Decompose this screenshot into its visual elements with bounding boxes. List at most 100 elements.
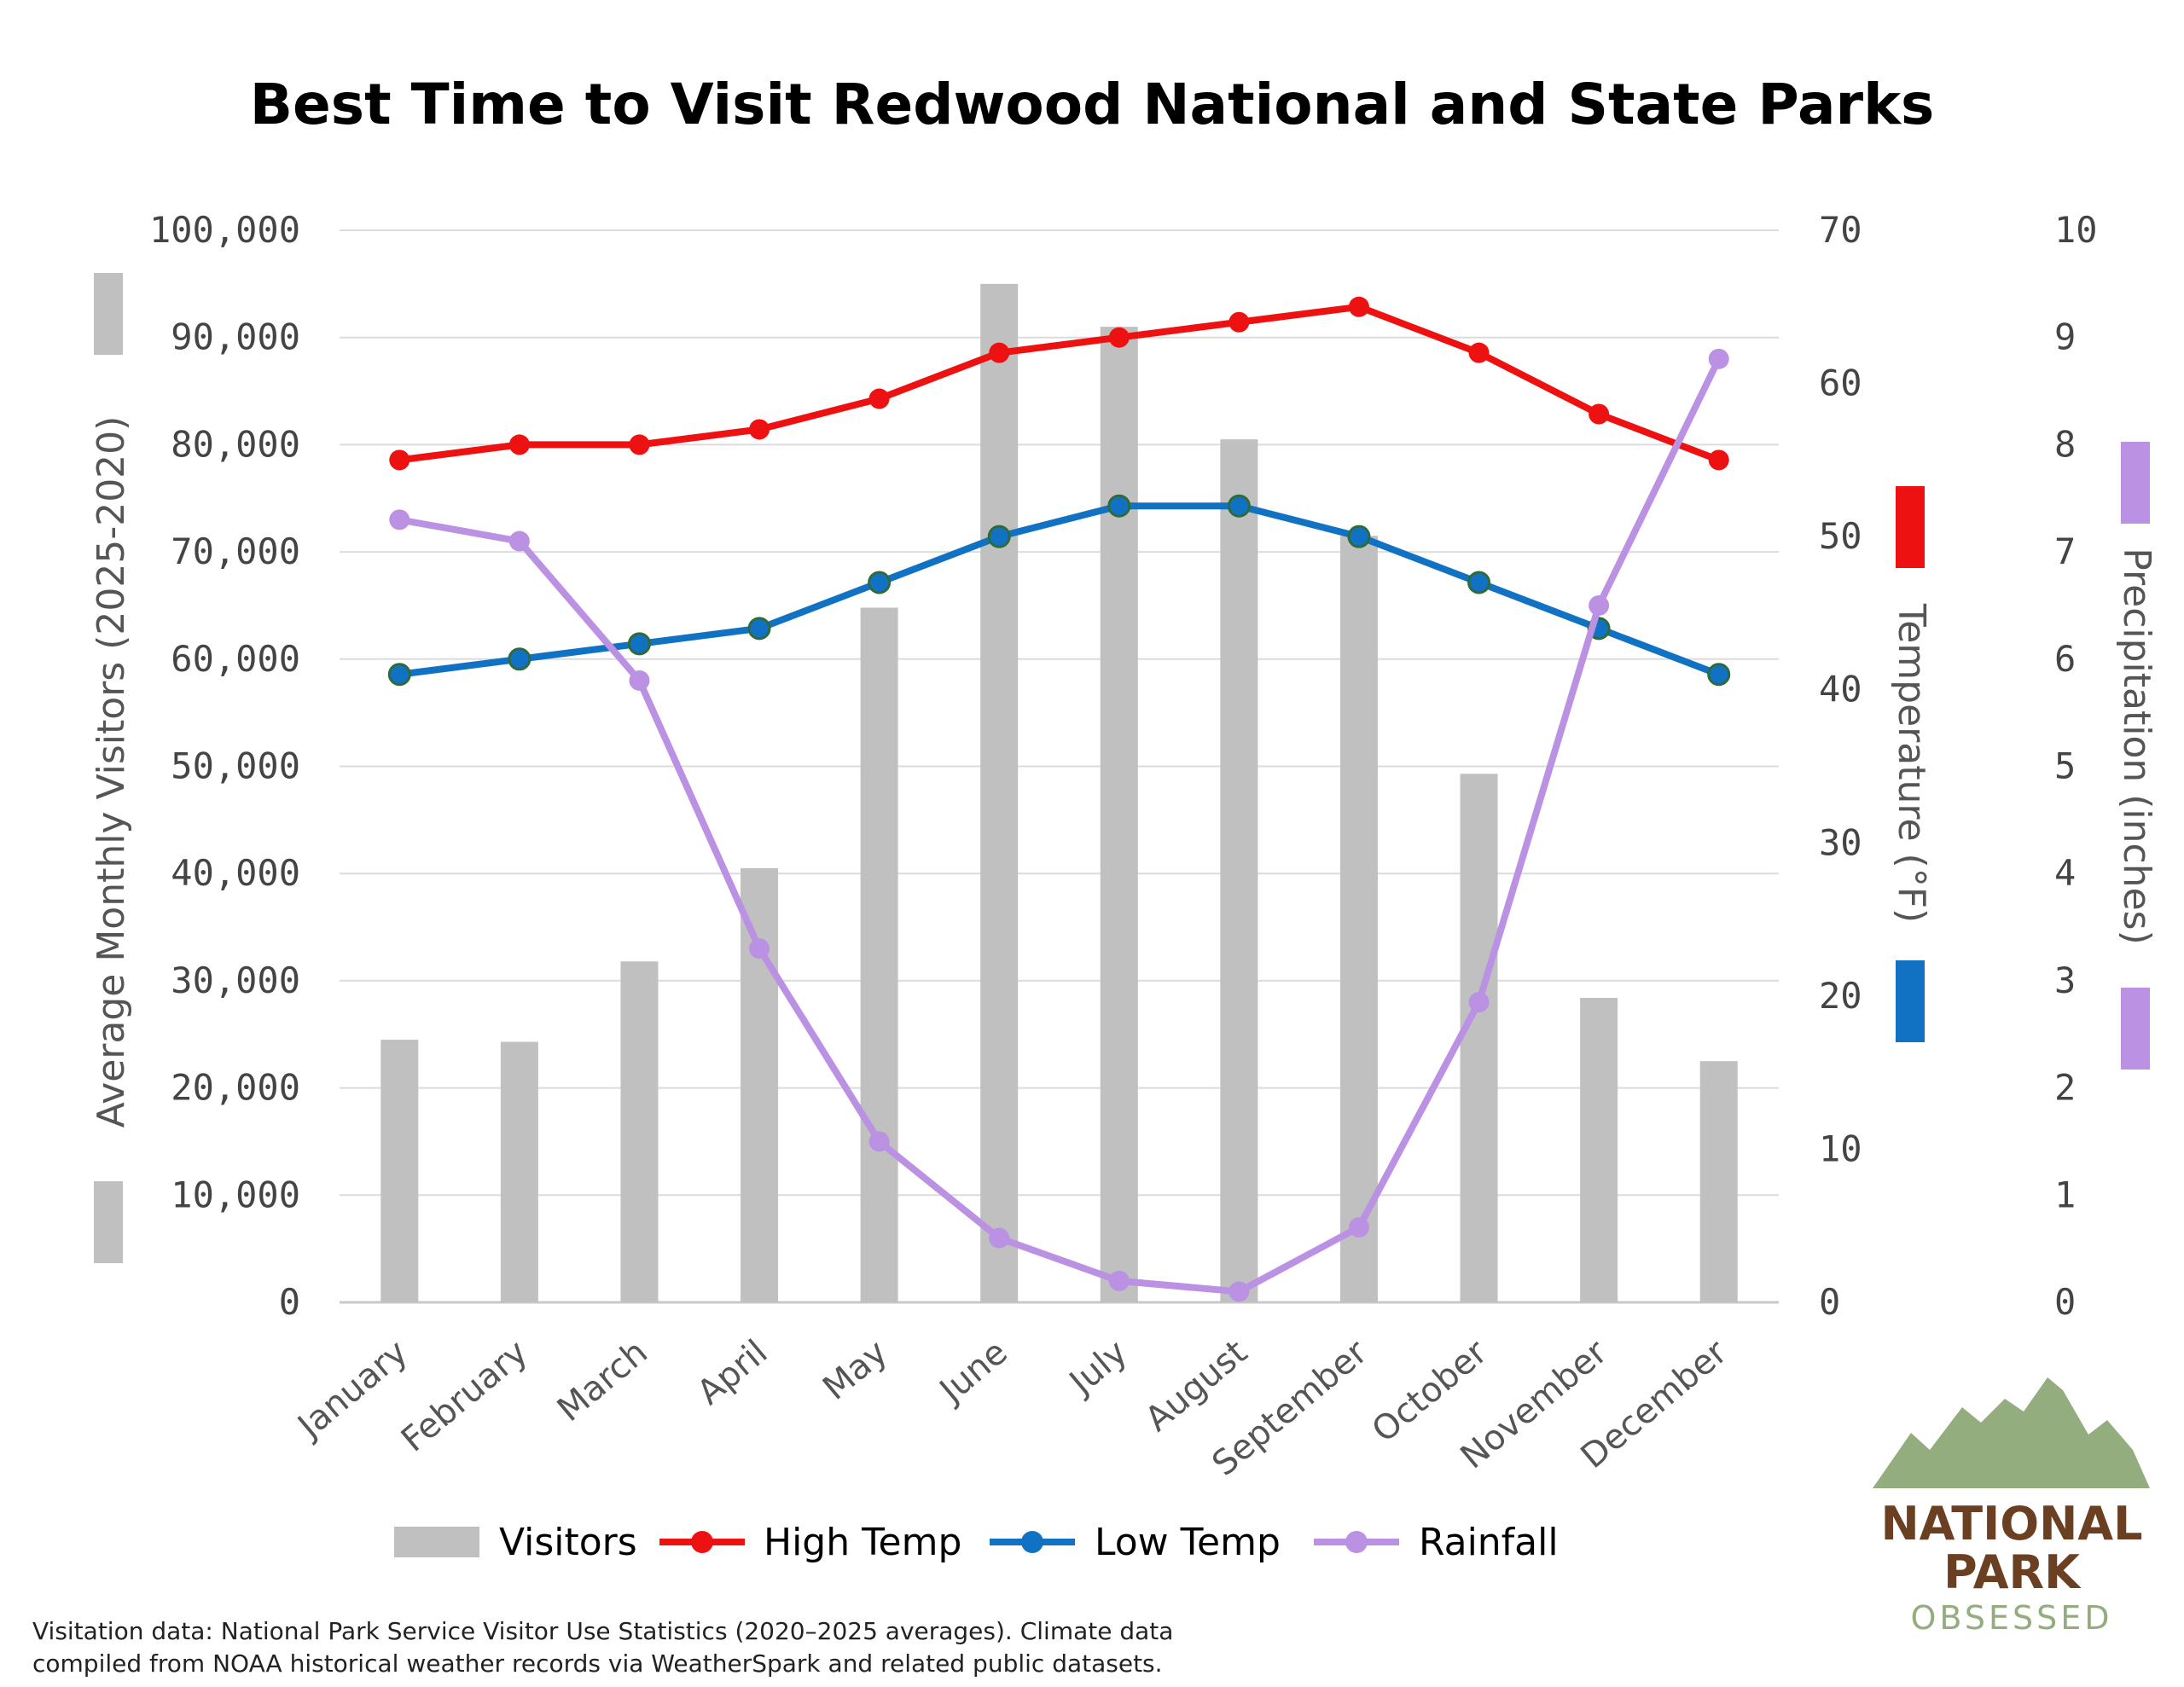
bar-visitors: [1100, 327, 1138, 1302]
legend-label-visitors: Visitors: [499, 1521, 637, 1564]
point-rainfall: [1708, 348, 1729, 369]
bar-visitors: [860, 607, 898, 1302]
left-axis-title: Average Monthly Visitors (2025-2020): [90, 416, 133, 1128]
x-tick-label: August: [1138, 1332, 1255, 1439]
chart-title: Best Time to Visit Redwood National and …: [250, 72, 1935, 137]
legend-swatch-visitors: [394, 1527, 479, 1557]
temperature-tick-label: 40: [1819, 669, 1862, 710]
left-axis-ticks: 0 10,000 20,000 30,000 40,000 50,000 60,000 70,…: [149, 209, 300, 1323]
line-high-temp: [398, 303, 1721, 464]
x-tick-label: March: [550, 1332, 655, 1429]
national-park-obsessed-logo: NATIONAL PARK OBSESSED: [1873, 1377, 2150, 1637]
left-tick-label: 90,000: [171, 316, 300, 358]
x-tick-label: April: [690, 1332, 775, 1412]
point-rainfall: [1589, 594, 1610, 616]
point-high-temp: [1348, 296, 1369, 317]
precipitation-tick-label: 5: [2054, 745, 2076, 787]
temperature-tick-label: 50: [1819, 515, 1862, 557]
temperature-tick-label: 70: [1819, 209, 1862, 251]
bar-visitors: [620, 961, 659, 1302]
point-rainfall: [1228, 1281, 1250, 1302]
temperature-axis-title: Temperature (°F): [1890, 603, 1933, 923]
temperature-axis-key-low: [1896, 960, 1925, 1042]
temperature-tick-label: 30: [1819, 821, 1862, 863]
left-tick-label: 60,000: [171, 638, 300, 680]
precipitation-axis-key-bottom: [2121, 988, 2150, 1070]
precipitation-tick-label: 3: [2054, 959, 2076, 1001]
logo-line-obsessed: OBSESSED: [1911, 1599, 2113, 1637]
point-rainfall: [1108, 1270, 1130, 1291]
point-low-temp: [868, 571, 892, 594]
bar-visitors: [1580, 998, 1618, 1302]
line-rainfall: [398, 357, 1722, 1296]
point-high-temp: [389, 449, 410, 471]
footnote-line-2: compiled from NOAA historical weather re…: [32, 1649, 1163, 1678]
point-rainfall: [629, 670, 650, 691]
temperature-tick-label: 60: [1819, 362, 1862, 404]
x-tick-label: May: [816, 1332, 895, 1407]
precipitation-tick-label: 9: [2054, 316, 2076, 358]
point-low-temp: [1107, 494, 1131, 518]
left-tick-label: 70,000: [171, 530, 300, 572]
point-low-temp: [987, 525, 1011, 548]
precipitation-tick-label: 8: [2054, 423, 2076, 465]
x-tick-label: June: [931, 1332, 1015, 1412]
point-low-temp: [1467, 571, 1491, 594]
precipitation-tick-label: 6: [2054, 638, 2076, 680]
point-high-temp: [1108, 327, 1130, 348]
precipitation-tick-label: 2: [2054, 1067, 2076, 1109]
point-low-temp: [1347, 525, 1371, 548]
bar-visitors: [1699, 1061, 1738, 1302]
point-high-temp: [868, 388, 890, 409]
point-high-temp: [629, 434, 650, 455]
temperature-axis-key-high: [1896, 486, 1925, 568]
precipitation-tick-label: 10: [2054, 209, 2098, 251]
visitor-bars: [380, 283, 1738, 1303]
point-high-temp: [508, 434, 530, 455]
point-low-temp: [387, 663, 411, 687]
left-tick-label: 10,000: [171, 1174, 300, 1215]
point-high-temp: [1228, 311, 1250, 333]
left-tick-label: 20,000: [171, 1067, 300, 1109]
footnote-line-1: Visitation data: National Park Service V…: [32, 1617, 1173, 1645]
bar-visitors: [741, 867, 779, 1302]
point-high-temp: [749, 419, 770, 440]
x-tick-label: February: [394, 1332, 535, 1459]
temperature-axis-ticks: 0 10 20 30 40 50 60 70: [1819, 209, 1862, 1323]
bar-visitors: [1220, 439, 1258, 1302]
point-low-temp: [1707, 663, 1731, 687]
logo-line-park: PARK: [1943, 1545, 2082, 1599]
precipitation-tick-label: 7: [2054, 530, 2076, 572]
point-rainfall: [1468, 992, 1490, 1013]
point-low-temp: [1227, 494, 1251, 518]
point-rainfall: [1348, 1217, 1369, 1238]
precipitation-axis-title: Precipitation (inches): [2115, 548, 2158, 945]
legend-marker-low-temp: [1021, 1531, 1043, 1553]
temperature-tick-label: 10: [1819, 1128, 1862, 1169]
mountain-icon: [1873, 1377, 2150, 1488]
point-rainfall: [389, 509, 410, 530]
point-high-temp: [1468, 342, 1490, 363]
precipitation-tick-label: 4: [2054, 852, 2076, 894]
bar-visitors: [500, 1041, 538, 1302]
line-series: [387, 296, 1731, 1302]
legend-label-rainfall: Rainfall: [1419, 1521, 1559, 1564]
bar-visitors: [1339, 536, 1378, 1302]
bar-visitors: [1460, 774, 1498, 1302]
bar-visitors: [380, 1040, 419, 1302]
left-axis-key-bottom: [94, 1181, 123, 1263]
precipitation-tick-label: 1: [2054, 1174, 2076, 1215]
precipitation-axis-key-top: [2121, 442, 2150, 524]
left-tick-label: 100,000: [149, 209, 300, 251]
point-rainfall: [749, 938, 770, 959]
logo-line-national: NATIONAL: [1880, 1497, 2142, 1551]
left-tick-label: 40,000: [171, 852, 300, 894]
point-low-temp: [747, 617, 771, 641]
left-tick-label: 0: [279, 1281, 300, 1323]
precipitation-tick-label: 0: [2054, 1281, 2076, 1323]
x-tick-label: July: [1060, 1332, 1135, 1403]
line-low-temp: [398, 502, 1721, 678]
temperature-tick-label: 0: [1819, 1281, 1840, 1323]
